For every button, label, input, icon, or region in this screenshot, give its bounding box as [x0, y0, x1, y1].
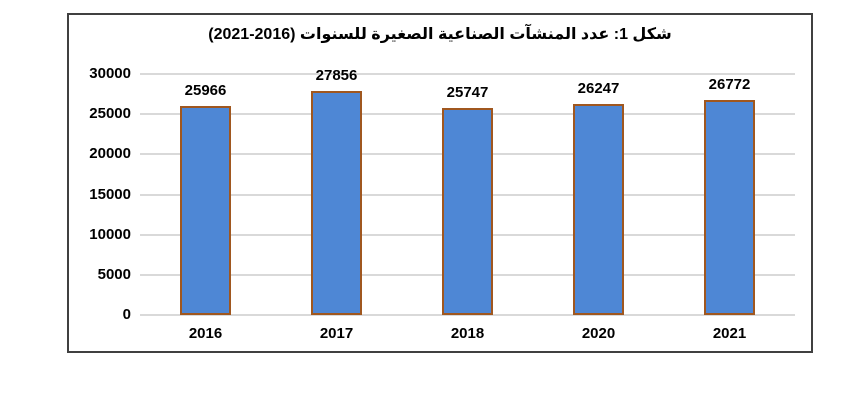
x-tick-label: 2017 — [319, 325, 354, 342]
bar-2021 — [704, 99, 755, 315]
x-tick-label: 2020 — [581, 325, 616, 342]
y-tick-label: 30000 — [89, 65, 131, 82]
y-tick-label: 0 — [122, 306, 131, 323]
bar-value-label: 27856 — [315, 67, 358, 85]
x-tick-label: 2016 — [188, 325, 223, 342]
bar-2020 — [573, 104, 624, 315]
y-tick-label: 20000 — [89, 145, 131, 163]
y-tick-label: 10000 — [89, 225, 131, 243]
gridline — [140, 73, 795, 75]
bar-2017 — [311, 91, 362, 315]
y-axis-tick-labels: 0 5000 10000 15000 20000 25000 30000 — [69, 15, 811, 351]
bar-value-label: 25747 — [446, 84, 489, 102]
bar-2018 — [442, 108, 493, 315]
bar-2016 — [180, 106, 231, 315]
chart-title: شكل 1: عدد المنشآت الصناعية الصغيرة للسن… — [208, 26, 672, 43]
chart-figure: شكل 1: عدد المنشآت الصناعية الصغيرة للسن… — [67, 13, 813, 353]
y-tick-label: 5000 — [97, 265, 131, 283]
x-tick-label: 2018 — [450, 325, 485, 342]
bar-value-label: 26772 — [708, 75, 751, 93]
y-tick-label: 15000 — [89, 185, 131, 203]
y-tick-label: 25000 — [89, 105, 131, 123]
bars-layer: 25966 2016 27856 2017 25747 2018 26247 2020 2677… — [69, 15, 811, 351]
bar-value-label: 25966 — [184, 82, 227, 100]
bar-value-label: 26247 — [577, 80, 620, 98]
x-tick-label: 2021 — [712, 325, 747, 342]
gridline — [140, 314, 795, 316]
